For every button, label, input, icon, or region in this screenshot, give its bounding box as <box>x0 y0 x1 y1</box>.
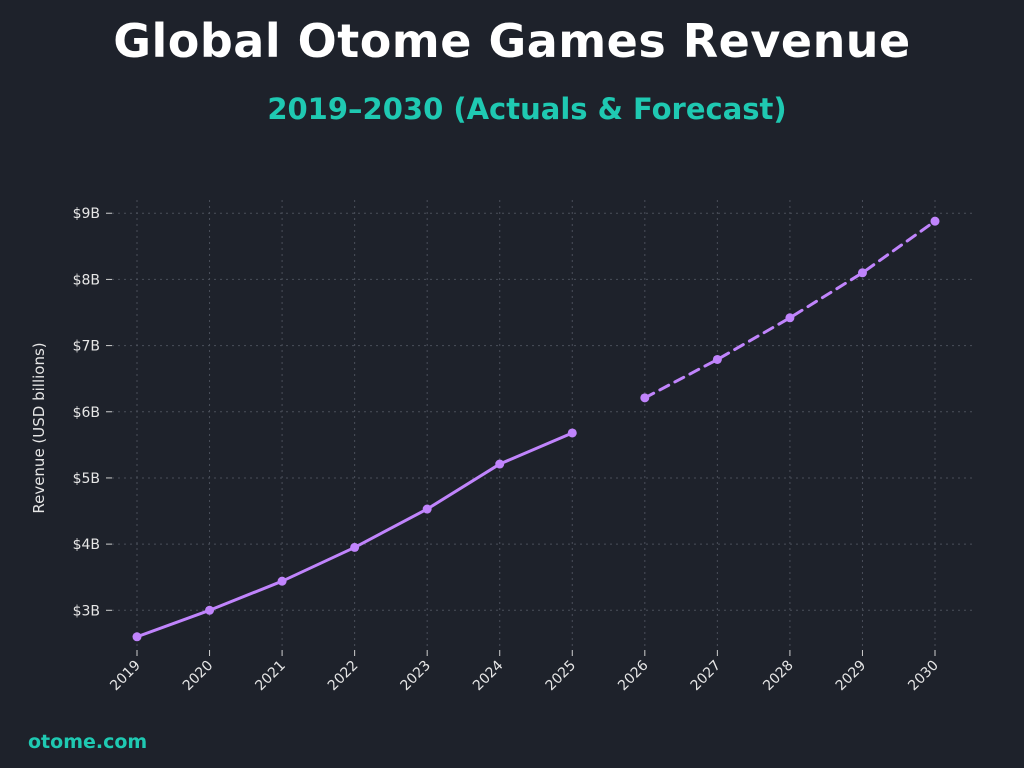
chart-subtitle: 2019–2030 (Actuals & Forecast) <box>267 92 787 126</box>
x-tick-label: 2021 <box>252 658 289 695</box>
actuals-point <box>132 632 142 642</box>
x-tick-label: 2023 <box>397 658 434 695</box>
brand-footer: otome.com <box>28 731 148 753</box>
forecast-point <box>785 313 795 323</box>
x-tick-label: 2019 <box>107 658 144 695</box>
y-tick-label: $7B <box>73 339 100 355</box>
x-tick-label: 2030 <box>905 658 942 695</box>
x-tick-label: 2027 <box>688 658 725 695</box>
y-axis: $3B $4B $5B $6B $7B $8B $9B <box>73 206 112 619</box>
forecast-point <box>712 354 722 364</box>
x-tick-label: 2020 <box>180 658 217 695</box>
forecast-point <box>640 393 650 403</box>
forecast-point <box>857 268 867 278</box>
x-tick-label: 2025 <box>543 658 580 695</box>
grid <box>112 200 976 650</box>
x-axis: 2019 2020 2021 2022 2023 2024 2025 2026 2027 2028… <box>107 650 942 694</box>
series-layer <box>132 216 940 642</box>
forecast-series-line <box>643 219 937 400</box>
y-tick-label: $8B <box>73 272 100 288</box>
forecast-point <box>930 216 940 226</box>
y-tick-label: $9B <box>73 206 100 222</box>
actuals-point <box>495 459 505 469</box>
actuals-point <box>205 605 215 615</box>
y-tick-label: $5B <box>73 471 100 487</box>
chart-title: Global Otome Games Revenue <box>113 14 911 68</box>
actuals-point <box>422 504 432 514</box>
y-tick-label: $4B <box>73 537 100 553</box>
actuals-series-line <box>135 431 574 639</box>
x-tick-label: 2024 <box>470 657 507 694</box>
y-tick-label: $3B <box>73 603 100 619</box>
x-tick-label: 2029 <box>833 658 870 695</box>
actuals-point <box>567 428 577 438</box>
actuals-point <box>350 542 360 552</box>
x-tick-label: 2028 <box>760 658 797 695</box>
actuals-point <box>277 576 287 586</box>
y-tick-label: $6B <box>73 405 100 421</box>
x-tick-label: 2022 <box>325 658 362 695</box>
x-tick-label: 2026 <box>615 657 652 694</box>
y-axis-label: Revenue (USD billions) <box>30 342 48 513</box>
